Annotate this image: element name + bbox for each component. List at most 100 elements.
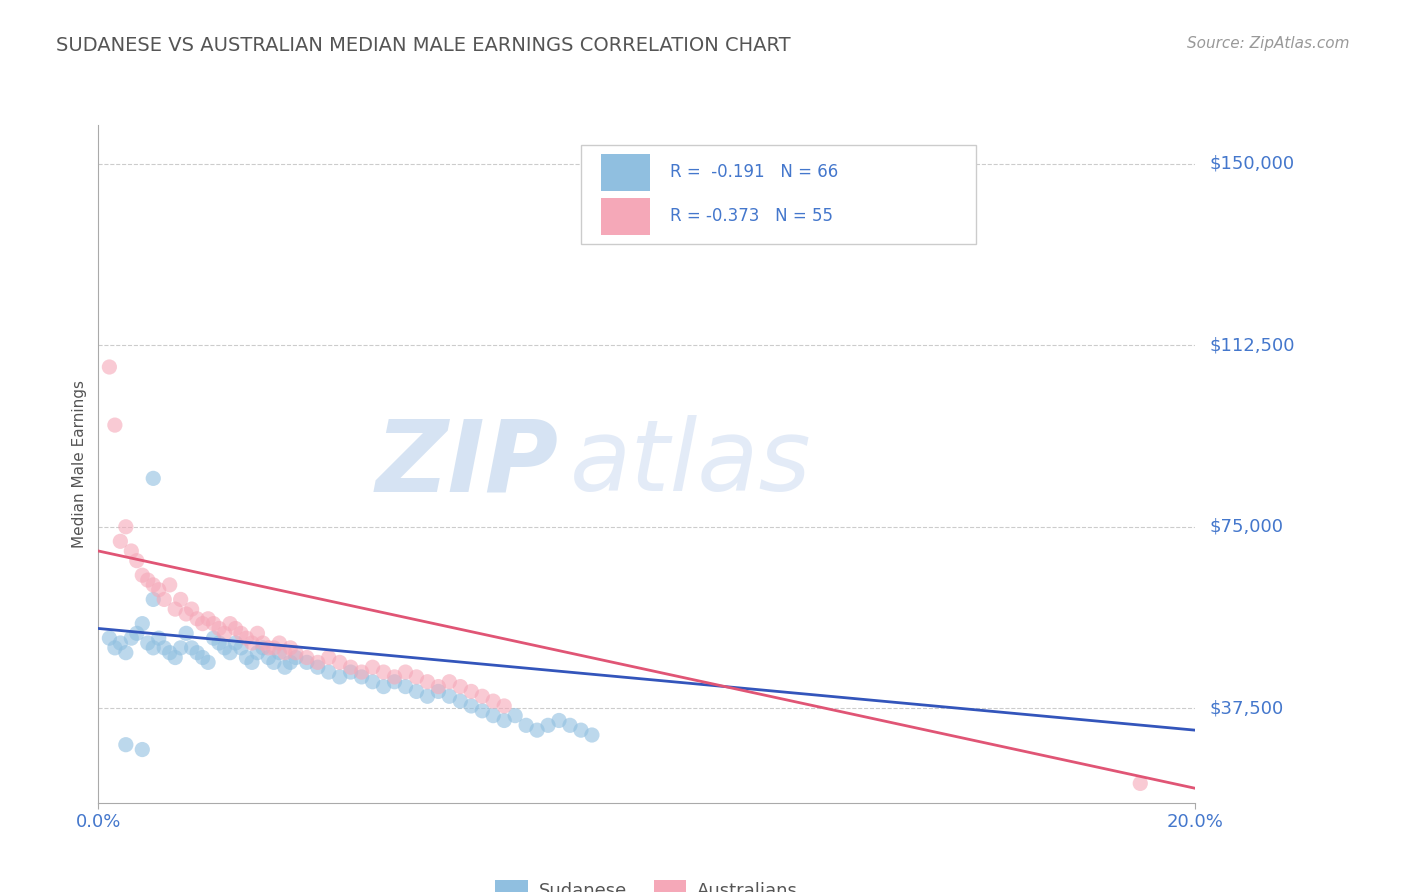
Point bbox=[120, 544, 142, 558]
Point bbox=[219, 616, 242, 631]
FancyBboxPatch shape bbox=[600, 198, 650, 235]
Point bbox=[131, 616, 153, 631]
Text: Source: ZipAtlas.com: Source: ZipAtlas.com bbox=[1187, 36, 1350, 51]
Point bbox=[125, 554, 148, 568]
FancyBboxPatch shape bbox=[600, 153, 650, 191]
Point bbox=[373, 680, 395, 694]
Point bbox=[180, 640, 202, 655]
Text: $150,000: $150,000 bbox=[1209, 154, 1295, 173]
Point bbox=[229, 640, 252, 655]
Point bbox=[153, 592, 176, 607]
Point bbox=[104, 418, 127, 433]
Point bbox=[110, 636, 132, 650]
Point bbox=[246, 626, 269, 640]
Point bbox=[263, 656, 285, 670]
Point bbox=[373, 665, 395, 679]
Point bbox=[494, 714, 516, 728]
Point bbox=[174, 626, 197, 640]
Point bbox=[274, 646, 297, 660]
Point bbox=[148, 631, 170, 645]
Point bbox=[148, 582, 170, 597]
Point bbox=[142, 578, 165, 592]
Point bbox=[159, 578, 181, 592]
Point bbox=[165, 650, 187, 665]
Point bbox=[252, 636, 274, 650]
Point bbox=[159, 646, 181, 660]
FancyBboxPatch shape bbox=[581, 145, 976, 244]
Point bbox=[405, 670, 427, 684]
Y-axis label: Median Male Earnings: Median Male Earnings bbox=[72, 380, 87, 548]
Point bbox=[170, 592, 193, 607]
Point bbox=[142, 471, 165, 485]
Point bbox=[142, 592, 165, 607]
Point bbox=[153, 640, 176, 655]
Point bbox=[142, 640, 165, 655]
Point bbox=[460, 698, 482, 713]
Point bbox=[115, 520, 138, 534]
Point bbox=[280, 640, 302, 655]
Point bbox=[449, 694, 471, 708]
Point bbox=[460, 684, 482, 698]
Point bbox=[318, 650, 340, 665]
Point bbox=[318, 665, 340, 679]
Point bbox=[284, 646, 307, 660]
Point bbox=[225, 636, 247, 650]
Point bbox=[174, 607, 197, 621]
Text: R = -0.373   N = 55: R = -0.373 N = 55 bbox=[669, 208, 832, 226]
Point bbox=[170, 640, 193, 655]
Text: R =  -0.191   N = 66: R = -0.191 N = 66 bbox=[669, 163, 838, 181]
Point bbox=[98, 631, 121, 645]
Point bbox=[427, 684, 450, 698]
Point bbox=[558, 718, 581, 732]
Point bbox=[503, 708, 526, 723]
Point bbox=[219, 646, 242, 660]
Text: $37,500: $37,500 bbox=[1209, 699, 1284, 717]
Point bbox=[115, 646, 138, 660]
Point bbox=[384, 670, 406, 684]
Point bbox=[191, 616, 214, 631]
Point bbox=[197, 656, 219, 670]
Point bbox=[197, 612, 219, 626]
Point bbox=[252, 640, 274, 655]
Point bbox=[229, 626, 252, 640]
Point bbox=[439, 674, 461, 689]
Point bbox=[136, 636, 159, 650]
Point bbox=[225, 622, 247, 636]
Point bbox=[548, 714, 571, 728]
Point bbox=[246, 646, 269, 660]
Point bbox=[361, 660, 384, 674]
Point bbox=[494, 698, 516, 713]
Point bbox=[394, 665, 416, 679]
Point bbox=[257, 650, 280, 665]
Text: $75,000: $75,000 bbox=[1209, 517, 1284, 536]
Point bbox=[104, 640, 127, 655]
Point bbox=[280, 656, 302, 670]
Point bbox=[263, 640, 285, 655]
Text: ZIP: ZIP bbox=[375, 416, 560, 512]
Point bbox=[295, 650, 318, 665]
Text: $112,500: $112,500 bbox=[1209, 336, 1295, 354]
Point bbox=[471, 704, 494, 718]
Point bbox=[240, 656, 263, 670]
Point bbox=[1129, 776, 1152, 790]
Point bbox=[329, 656, 352, 670]
Point bbox=[186, 612, 208, 626]
Point bbox=[427, 680, 450, 694]
Point bbox=[208, 636, 231, 650]
Point bbox=[581, 728, 603, 742]
Point bbox=[394, 680, 416, 694]
Point bbox=[131, 568, 153, 582]
Legend: Sudanese, Australians: Sudanese, Australians bbox=[488, 873, 806, 892]
Point bbox=[307, 660, 329, 674]
Point bbox=[208, 622, 231, 636]
Point bbox=[240, 636, 263, 650]
Point bbox=[235, 650, 257, 665]
Point bbox=[361, 674, 384, 689]
Point bbox=[339, 660, 361, 674]
Point bbox=[202, 616, 225, 631]
Point bbox=[350, 665, 373, 679]
Point bbox=[482, 708, 505, 723]
Point bbox=[136, 573, 159, 587]
Point bbox=[416, 690, 439, 704]
Point bbox=[202, 631, 225, 645]
